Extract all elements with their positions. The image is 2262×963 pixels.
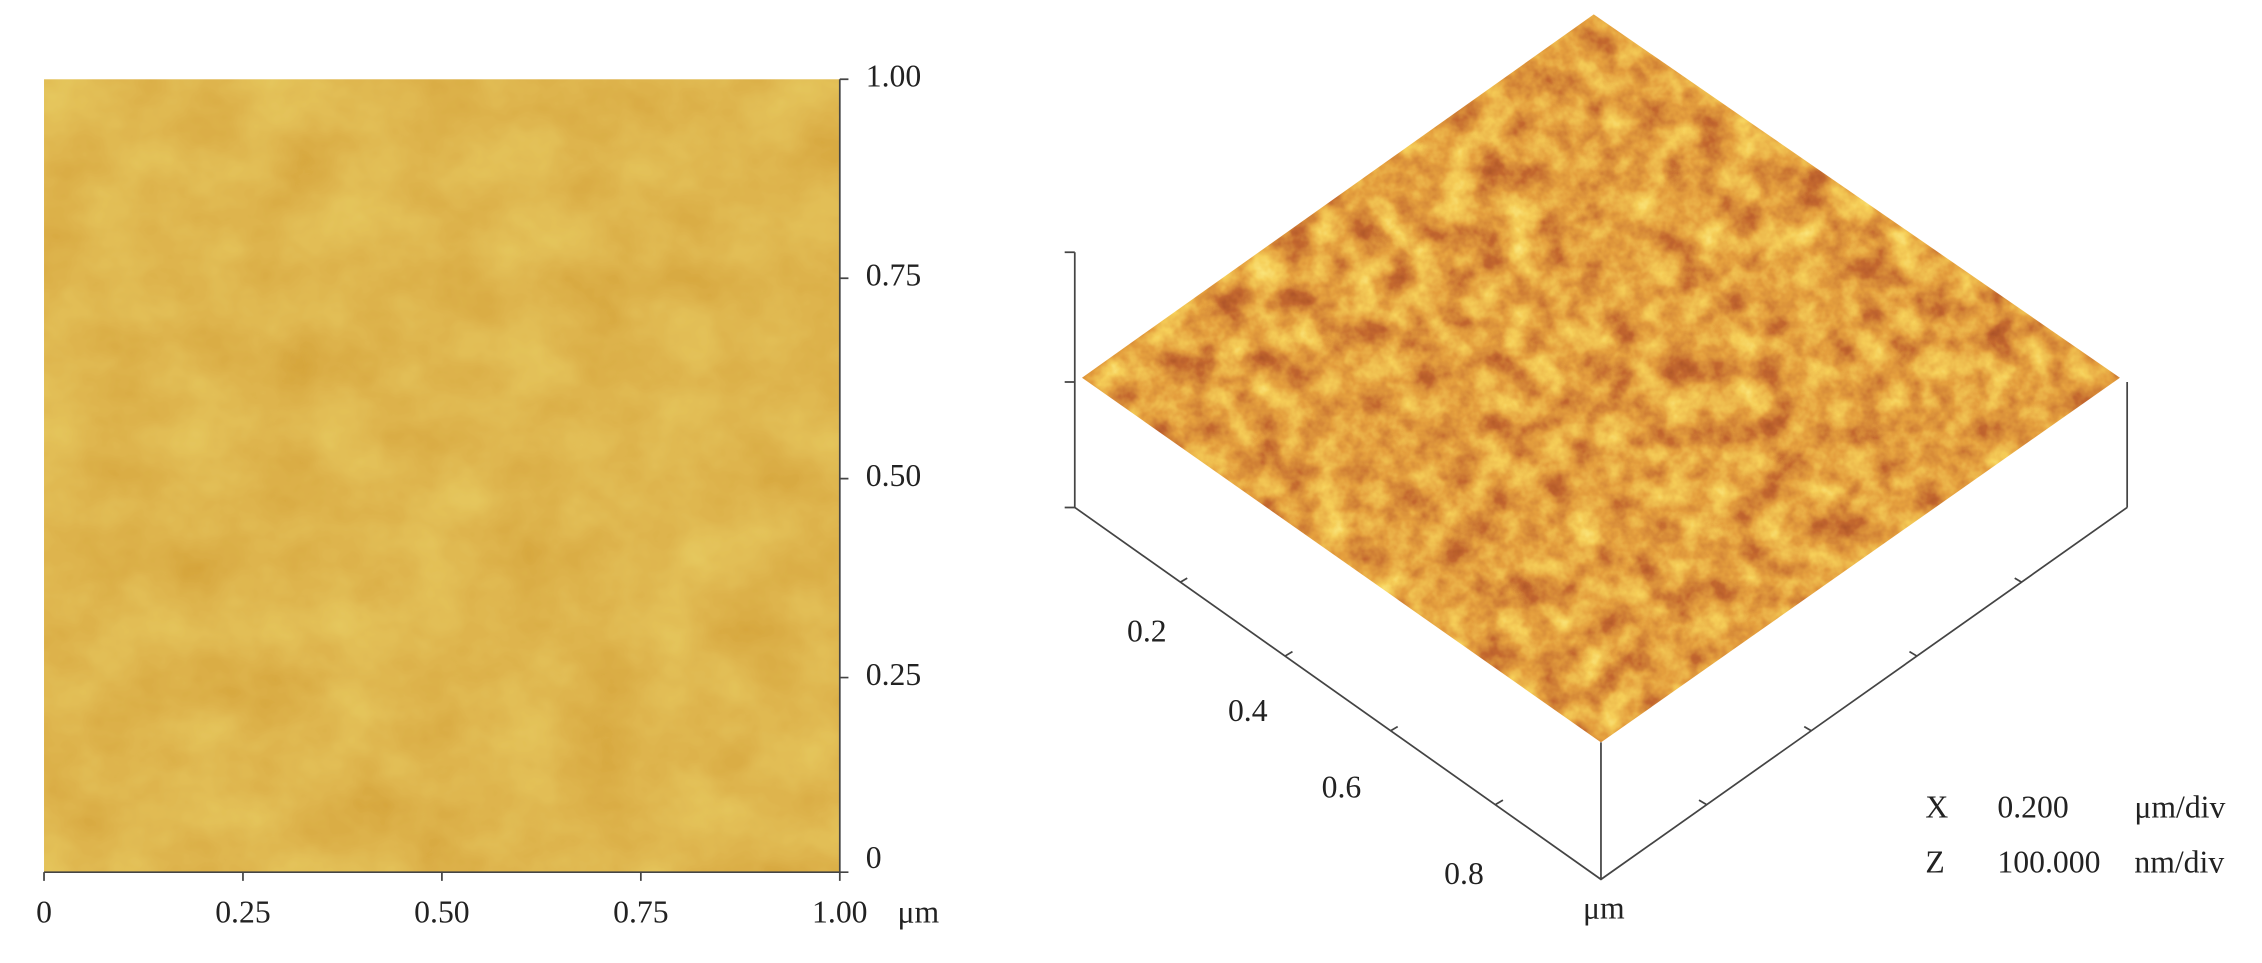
right-panel (1064, 14, 2129, 881)
label: 0.6 (1322, 769, 1362, 804)
label: μm (1583, 890, 1625, 925)
label: μm (897, 895, 939, 930)
afm-height-map (44, 79, 840, 873)
label: 0.4 (1228, 693, 1268, 728)
label: 0.25 (866, 657, 921, 692)
label: 0.25 (215, 895, 270, 930)
label: 0.50 (414, 895, 469, 930)
z-scale-bar (1064, 251, 1076, 509)
label: 0.75 (613, 895, 668, 930)
label: 100.000 (1997, 844, 2100, 879)
base-frame (1074, 382, 2129, 881)
tick-marks (43, 78, 849, 881)
label: nm/div (2134, 844, 2224, 879)
tick-marks (1179, 577, 2023, 806)
label: 0.2 (1127, 614, 1167, 649)
label: 1.00 (866, 59, 921, 94)
label: 0.50 (866, 458, 921, 493)
label: 0.75 (866, 258, 921, 293)
left-panel (43, 78, 849, 881)
label: 0.200 (1997, 789, 2068, 824)
label: X (1925, 789, 1948, 824)
label: Z (1925, 844, 1944, 879)
label: 0.8 (1444, 856, 1484, 891)
label: μm/div (2134, 789, 2225, 824)
label: 0 (36, 895, 52, 930)
label: 1.00 (812, 895, 867, 930)
afm-3d-surface (1081, 14, 2120, 743)
label: 0 (866, 840, 882, 875)
